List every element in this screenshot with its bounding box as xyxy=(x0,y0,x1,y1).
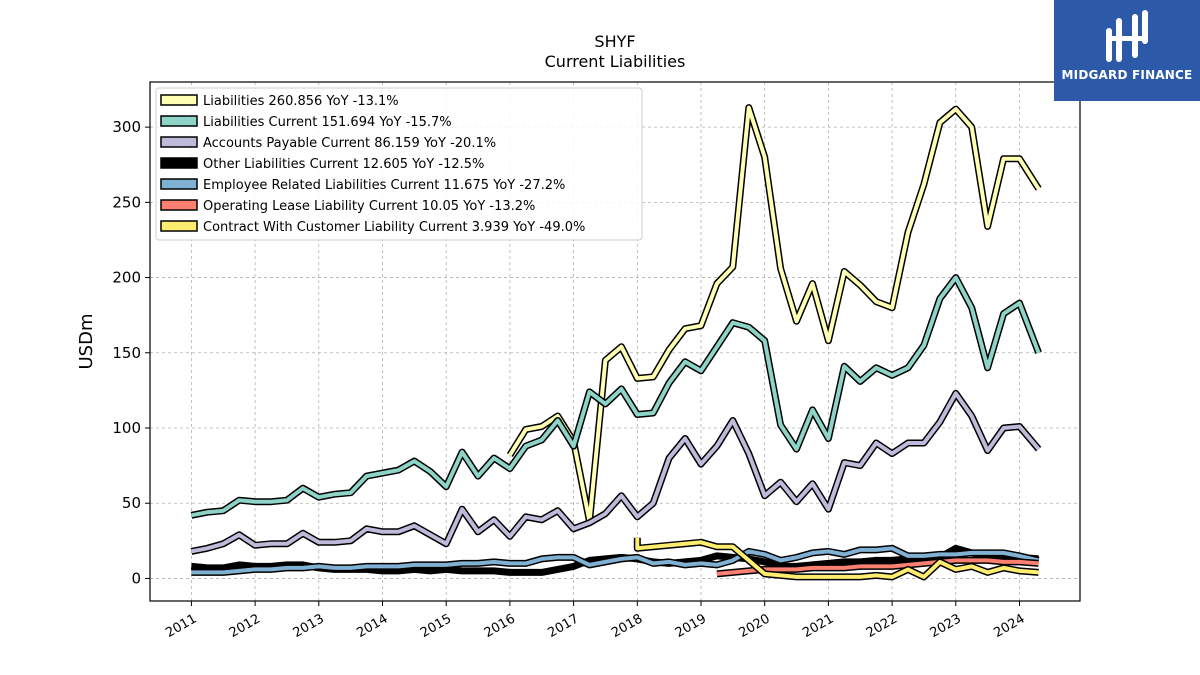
x-tick-label: 2017 xyxy=(545,611,581,641)
legend-entry-1: Liabilities Current 151.694 YoY -15.7% xyxy=(203,115,452,130)
chart-title: SHYF xyxy=(594,32,636,51)
series-line-2 xyxy=(191,391,1041,554)
x-tick-label: 2012 xyxy=(227,611,263,641)
y-tick-label: 100 xyxy=(112,419,141,437)
brand-name: MIDGARD FINANCE xyxy=(1061,68,1193,82)
y-tick-label: 300 xyxy=(112,118,141,136)
y-axis-label: USDm xyxy=(76,314,97,370)
series-line-5 xyxy=(716,558,1039,576)
legend-swatch-2 xyxy=(160,136,198,148)
x-tick-label: 2015 xyxy=(418,611,454,641)
x-tick-label: 2011 xyxy=(163,611,199,641)
legend-swatch-0 xyxy=(160,94,198,106)
x-tick-label: 2018 xyxy=(609,611,645,641)
legend-entry-5: Operating Lease Liability Current 10.05 … xyxy=(203,199,535,214)
legend-swatch-5 xyxy=(160,199,198,211)
legend-swatch-4 xyxy=(160,178,198,190)
x-tick-label: 2016 xyxy=(482,611,518,641)
x-tick-label: 2023 xyxy=(928,611,964,641)
x-tick-label: 2014 xyxy=(354,611,390,641)
brand-logo: MIDGARD FINANCE xyxy=(1054,0,1200,101)
y-tick-label: 250 xyxy=(112,193,141,211)
x-tick-label: 2024 xyxy=(991,611,1027,641)
series-line-4 xyxy=(191,546,1040,575)
chart-subtitle: Current Liabilities xyxy=(544,52,686,71)
series-line-0 xyxy=(508,105,1041,524)
y-tick-label: 200 xyxy=(112,269,141,287)
midgard-logo-mark-icon xyxy=(1106,10,1148,62)
x-tick-label: 2021 xyxy=(800,611,836,641)
legend-box xyxy=(155,87,643,241)
legend-swatch-1 xyxy=(160,115,198,127)
x-tick-label: 2020 xyxy=(737,611,773,641)
x-tick-label: 2013 xyxy=(291,611,327,641)
y-tick-label: 0 xyxy=(131,569,141,587)
x-tick-label: 2022 xyxy=(864,611,900,641)
series-line-1 xyxy=(191,275,1041,518)
legend-swatch-6 xyxy=(160,220,198,232)
legend-entry-6: Contract With Customer Liability Current… xyxy=(203,220,585,235)
legend-entry-3: Other Liabilities Current 12.605 YoY -12… xyxy=(203,157,484,172)
x-tick-label: 2019 xyxy=(673,611,709,641)
legend-entry-2: Accounts Payable Current 86.159 YoY -20.… xyxy=(203,136,496,151)
legend-entry-4: Employee Related Liabilities Current 11.… xyxy=(203,178,565,193)
legend-swatch-3 xyxy=(160,157,198,169)
series-line-6 xyxy=(635,537,1039,579)
y-tick-label: 50 xyxy=(122,494,141,512)
legend-entry-0: Liabilities 260.856 YoY -13.1% xyxy=(203,94,399,109)
plot-frame xyxy=(149,81,1081,602)
y-tick-label: 150 xyxy=(112,344,141,362)
